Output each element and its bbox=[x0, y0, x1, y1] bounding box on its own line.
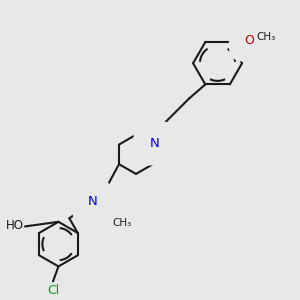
Text: N: N bbox=[88, 196, 97, 208]
Text: CH₃: CH₃ bbox=[256, 32, 276, 42]
Text: HO: HO bbox=[6, 219, 24, 232]
Text: CH₃: CH₃ bbox=[112, 218, 131, 228]
Text: Cl: Cl bbox=[47, 284, 59, 297]
Text: O: O bbox=[244, 34, 254, 46]
Text: N: N bbox=[149, 137, 159, 150]
